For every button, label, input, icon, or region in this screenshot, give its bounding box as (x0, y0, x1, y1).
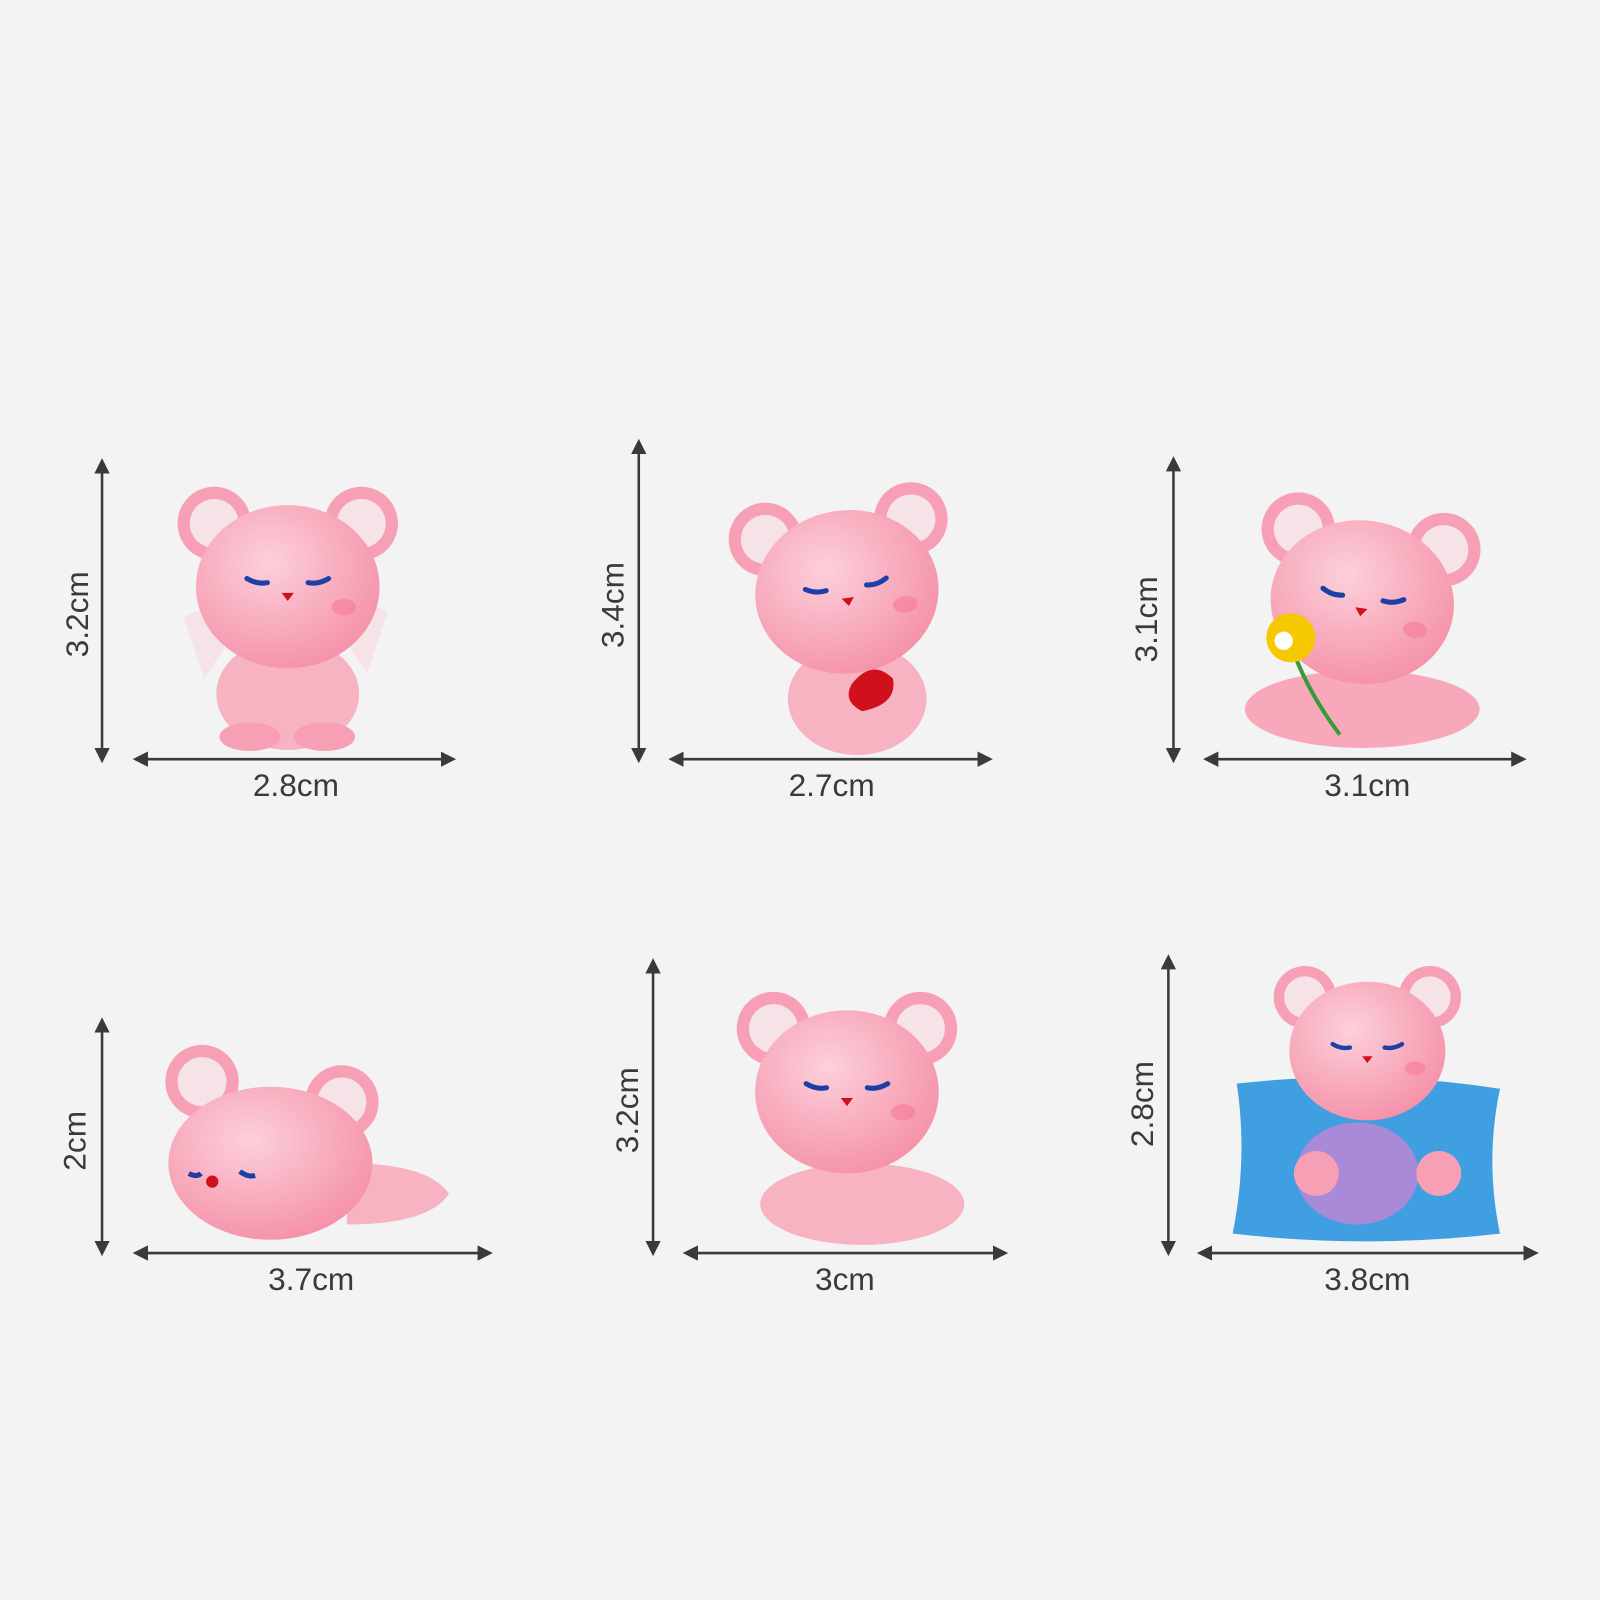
product-item-3: 3.1cm 3.1cm (1128, 456, 1527, 803)
bear-figurine-sitting (737, 992, 965, 1245)
width-label: 2.8cm (253, 767, 339, 803)
width-label: 3cm (815, 1261, 875, 1297)
width-label: 3.7cm (268, 1261, 354, 1297)
bear-figurine-wings (178, 487, 398, 752)
height-label: 3.4cm (594, 562, 630, 648)
width-label: 2.7cm (789, 767, 875, 803)
width-label: 3.8cm (1324, 1261, 1410, 1297)
product-item-2: 3.4cm 2.7cm (594, 438, 993, 803)
height-label: 2.8cm (1124, 1061, 1160, 1147)
product-item-5: 3.2cm 3cm (609, 958, 1009, 1297)
height-label: 3.2cm (59, 571, 95, 657)
heart-icon (848, 669, 894, 712)
height-label: 3.2cm (609, 1067, 645, 1153)
product-item-4: 2cm 3.7cm (57, 1017, 493, 1297)
height-label: 2cm (57, 1111, 93, 1171)
product-item-6: 2.8cm 3.8cm (1124, 954, 1539, 1297)
height-label: 3.1cm (1128, 576, 1164, 662)
bear-figurine-lying (165, 1044, 449, 1240)
bear-figurine-flower (1242, 488, 1486, 748)
bear-figurine-pillow (1232, 966, 1500, 1242)
bear-figurine-heart (724, 477, 968, 756)
product-item-1: 3.2cm 2.8cm (59, 458, 457, 803)
width-label: 3.1cm (1324, 767, 1410, 803)
